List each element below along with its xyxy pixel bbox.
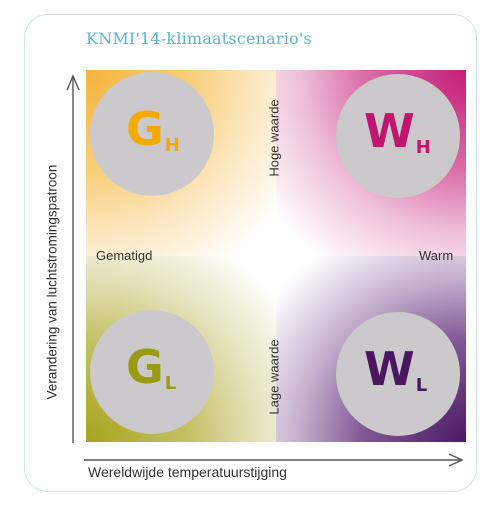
label-lage-waarde: Lage waarde	[266, 339, 282, 415]
scenario-circle-gh	[90, 72, 214, 196]
scenario-sub-wh: H	[415, 137, 431, 158]
scenario-label-gh: GH	[126, 102, 180, 156]
y-axis-label: Verandering van luchtstromingspatroon	[44, 164, 60, 400]
x-axis-label: Wereldwijde temperatuurstijging	[88, 464, 287, 480]
scenario-circle-wl	[336, 312, 460, 436]
label-warm: Warm	[419, 248, 454, 263]
label-hoge-waarde: Hoge waarde	[266, 99, 282, 177]
diagram-title: KNMI'14-klimaatscenario's	[86, 29, 312, 48]
scenario-letter-gh: G	[126, 102, 164, 156]
scenario-sub-wl: L	[415, 375, 428, 396]
scenario-letter-wh: W	[364, 104, 415, 158]
scenario-letter-gl: G	[126, 340, 164, 394]
scenario-sub-gl: L	[164, 373, 177, 394]
scenario-sub-gh: H	[164, 135, 180, 156]
label-gematigd: Gematigd	[96, 248, 153, 263]
scenario-label-gl: GL	[126, 340, 176, 394]
scenario-label-wl: WL	[364, 342, 427, 396]
scenario-circle-wh	[336, 74, 460, 198]
scenario-circle-gl	[90, 310, 214, 434]
scenario-label-wh: WH	[364, 104, 431, 158]
scenario-letter-wl: W	[364, 342, 415, 396]
scenario-grid: GH WH GL WL	[86, 70, 466, 442]
